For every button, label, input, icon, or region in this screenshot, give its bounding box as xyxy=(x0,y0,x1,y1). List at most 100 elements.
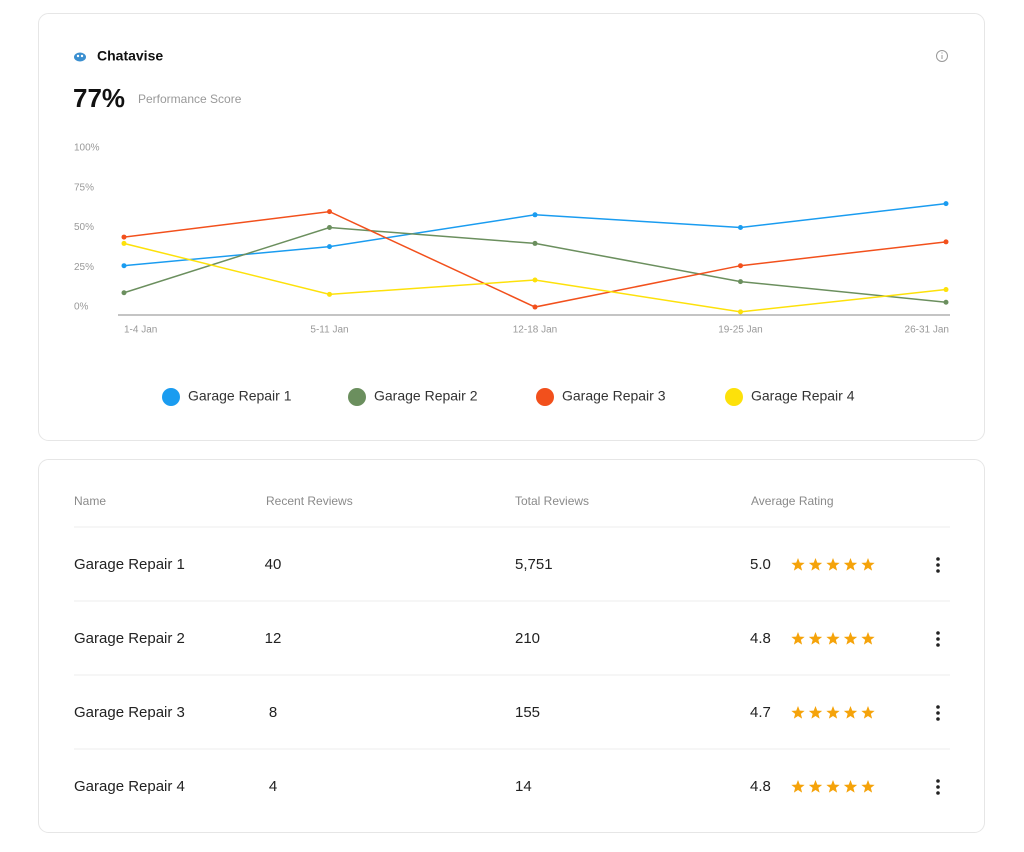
total-cell: 14 xyxy=(515,778,532,795)
x-tick-label: 1-4 Jan xyxy=(124,325,157,336)
menu-dot xyxy=(936,705,940,709)
row-menu[interactable] xyxy=(936,779,940,795)
point xyxy=(121,240,127,246)
brand-icon xyxy=(74,52,86,62)
total-cell: 210 xyxy=(515,630,540,647)
y-tick-label: 25% xyxy=(74,262,94,273)
recent-cell: 4 xyxy=(269,778,277,795)
star xyxy=(826,558,840,571)
star xyxy=(808,706,823,719)
star xyxy=(861,780,875,793)
star xyxy=(791,558,805,571)
menu-dot xyxy=(936,717,940,721)
column-header: Total Reviews xyxy=(515,494,589,508)
y-tick-label: 50% xyxy=(74,222,94,233)
point xyxy=(738,309,743,315)
rating-cell: 5.0 xyxy=(750,556,771,573)
name-cell: Garage Repair 1 xyxy=(74,556,185,573)
legend-label: Garage Repair 2 xyxy=(374,388,478,404)
menu-dot xyxy=(936,785,940,789)
menu-dot xyxy=(936,631,940,635)
point xyxy=(738,263,743,269)
star xyxy=(826,706,840,719)
point xyxy=(738,279,743,285)
star xyxy=(808,780,823,793)
column-header: Recent Reviews xyxy=(266,494,353,508)
name-cell: Garage Repair 3 xyxy=(74,704,185,721)
star xyxy=(791,780,805,793)
recent-cell: 8 xyxy=(269,704,277,721)
point xyxy=(327,209,332,215)
legend-label: Garage Repair 3 xyxy=(562,388,666,404)
star xyxy=(808,632,823,645)
score: 77% xyxy=(73,83,125,113)
point xyxy=(943,201,949,207)
star xyxy=(808,558,823,571)
total-cell: 5,751 xyxy=(515,556,553,573)
star xyxy=(843,706,858,719)
star xyxy=(861,558,875,571)
total-cell: 155 xyxy=(515,704,540,721)
name-cell: Garage Repair 4 xyxy=(74,778,185,795)
rating-cell: 4.7 xyxy=(750,704,771,721)
x-tick-label: 5-11 Jan xyxy=(310,325,348,336)
point xyxy=(738,225,743,231)
point xyxy=(121,263,127,269)
point xyxy=(327,291,332,297)
point xyxy=(532,304,538,310)
row-menu[interactable] xyxy=(936,631,940,647)
rating-cell: 4.8 xyxy=(750,630,771,647)
legend-label: Garage Repair 1 xyxy=(188,388,292,404)
score-label: Performance Score xyxy=(138,92,242,106)
column-header: Name xyxy=(74,494,106,508)
y-tick-label: 0% xyxy=(74,302,89,313)
menu-dot xyxy=(936,637,940,641)
menu-dot xyxy=(936,643,940,647)
legend-swatch xyxy=(725,388,743,406)
chart-card xyxy=(38,13,985,441)
point xyxy=(121,234,127,240)
star xyxy=(791,706,805,719)
row-menu[interactable] xyxy=(936,705,940,721)
point xyxy=(327,225,332,231)
menu-dot xyxy=(936,779,940,783)
x-tick-label: 26-31 Jan xyxy=(905,325,949,336)
point xyxy=(943,287,949,293)
point xyxy=(327,244,332,250)
legend-swatch xyxy=(536,388,554,406)
recent-cell: 40 xyxy=(265,556,282,573)
star xyxy=(843,558,858,571)
star xyxy=(843,632,858,645)
menu-dot xyxy=(936,569,940,573)
point xyxy=(532,240,538,246)
menu-dot xyxy=(936,557,940,561)
menu-dot xyxy=(936,791,940,795)
brand: Chatavise xyxy=(97,48,163,64)
recent-cell: 12 xyxy=(265,630,282,647)
star xyxy=(791,632,805,645)
star xyxy=(861,706,875,719)
x-tick-label: 12-18 Jan xyxy=(513,325,557,336)
legend-swatch xyxy=(162,388,180,406)
legend-swatch xyxy=(348,388,366,406)
row-menu[interactable] xyxy=(936,557,940,573)
legend-label: Garage Repair 4 xyxy=(751,388,855,404)
point xyxy=(943,299,949,305)
info-icon[interactable] xyxy=(936,50,948,62)
menu-dot xyxy=(936,563,940,567)
point xyxy=(532,277,538,283)
x-tick-label: 19-25 Jan xyxy=(718,325,762,336)
star xyxy=(843,780,858,793)
point xyxy=(121,290,127,296)
y-tick-label: 75% xyxy=(74,182,94,193)
y-tick-label: 100% xyxy=(74,143,100,154)
star xyxy=(826,632,840,645)
point xyxy=(532,212,538,218)
name-cell: Garage Repair 2 xyxy=(74,630,185,647)
table-card xyxy=(38,459,985,833)
star xyxy=(826,780,840,793)
rating-cell: 4.8 xyxy=(750,778,771,795)
menu-dot xyxy=(936,711,940,715)
